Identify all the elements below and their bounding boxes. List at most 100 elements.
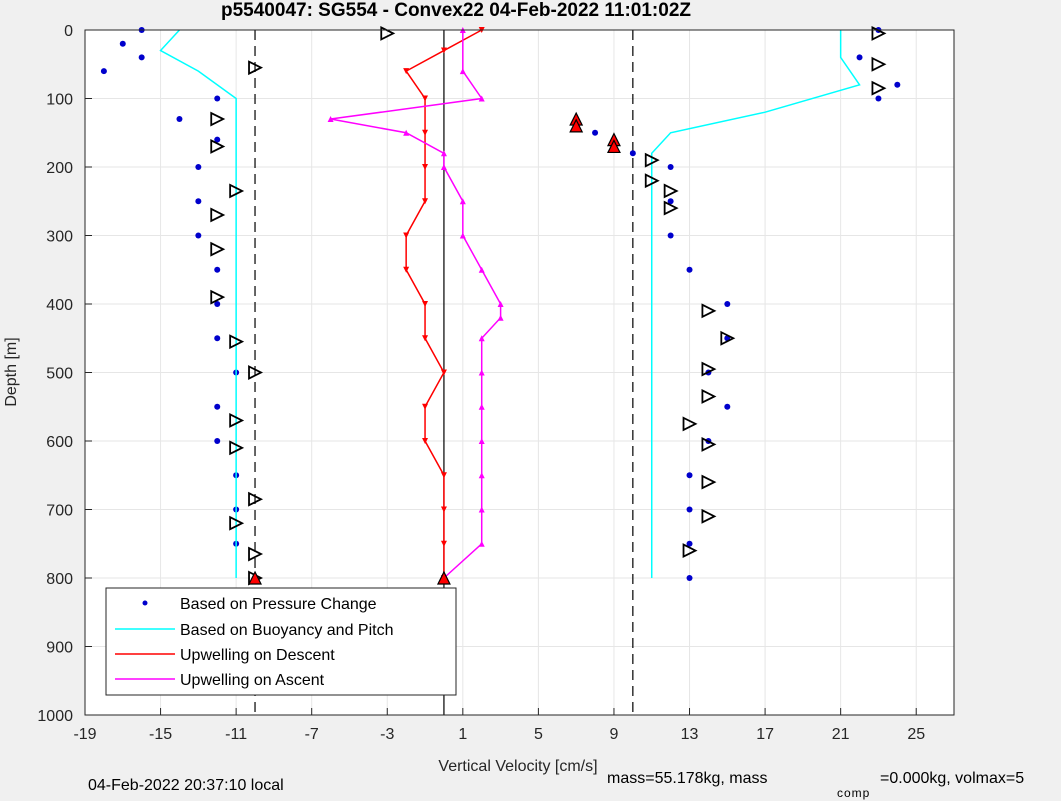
data-point-pressure <box>686 266 693 273</box>
data-point-pressure <box>138 54 145 61</box>
y-tick-label: 500 <box>46 366 73 383</box>
apogee-marker-triangle <box>248 570 262 585</box>
x-tick-label: 5 <box>534 726 543 743</box>
data-point-pressure <box>214 438 221 444</box>
y-tick-label: 900 <box>46 640 73 657</box>
data-point-triangle <box>478 335 485 342</box>
data-point-triangle <box>422 95 429 102</box>
data-point-pressure <box>214 95 221 102</box>
data-point-triangle <box>403 68 410 75</box>
data-point-triangle <box>478 540 485 547</box>
segment-marker-triangle <box>229 440 245 456</box>
x-tick-label: 21 <box>832 726 850 743</box>
data-point-triangle <box>497 314 504 321</box>
segment-marker-triangle <box>644 152 660 168</box>
segment-marker-triangle <box>720 330 736 346</box>
data-point-triangle <box>459 232 466 239</box>
data-point-pressure <box>724 301 731 307</box>
data-point-pressure <box>176 116 183 123</box>
segment-marker-triangle <box>248 60 264 76</box>
segment-marker-triangle <box>871 56 887 72</box>
axis-ticks: -19 -15 -11 -7 -3 1 5 9 13 17 21 25 0 100 200 300 400 500… <box>37 23 925 743</box>
segment-marker-triangle <box>644 173 660 189</box>
x-tick-label: -3 <box>380 726 394 743</box>
segment-marker-triangle <box>229 334 245 350</box>
data-point-triangle <box>403 266 410 273</box>
apogee-marker-triangle <box>436 570 451 585</box>
data-point-pressure <box>214 403 221 410</box>
data-point-pressure <box>195 164 202 170</box>
segment-marker-triangle <box>682 416 698 432</box>
y-axis-label: Depth [m] <box>3 337 20 406</box>
data-point-pressure <box>214 136 221 143</box>
data-point-pressure <box>667 164 674 170</box>
series-line-upwelling-on-ascent <box>330 30 502 579</box>
data-point-triangle <box>440 369 447 376</box>
segment-marker-triangle <box>210 289 226 305</box>
data-point-pressure <box>686 472 693 479</box>
data-point-pressure <box>686 506 693 513</box>
x-tick-label: -7 <box>305 726 319 743</box>
segment-marker-triangle <box>210 138 226 154</box>
data-point-triangle <box>478 266 485 273</box>
segment-marker-triangle <box>229 515 245 531</box>
y-tick-label: 600 <box>46 434 73 451</box>
data-point-triangle <box>440 472 447 479</box>
data-point-triangle <box>440 47 447 54</box>
data-point-pressure <box>667 232 674 239</box>
segment-marker-triangle <box>210 111 226 127</box>
x-tick-label: 9 <box>610 726 619 743</box>
data-point-pressure <box>214 301 221 307</box>
data-point-pressure <box>894 81 901 88</box>
y-tick-label: 300 <box>46 229 73 246</box>
series-line-based-on-buoyancy-and-pitch <box>159 29 237 578</box>
x-tick-label: 25 <box>907 726 925 743</box>
data-point-pressure <box>195 232 202 239</box>
data-point-triangle <box>422 198 429 205</box>
segment-marker-triangle <box>229 412 245 428</box>
segment-marker-triangle <box>210 207 226 223</box>
data-point-triangle <box>459 68 466 75</box>
data-point-triangle <box>422 301 429 307</box>
segment-marker-triangle <box>663 183 679 199</box>
x-tick-label: -11 <box>225 726 247 743</box>
x-tick-label: 13 <box>681 726 699 743</box>
segment-marker-triangle <box>701 361 717 377</box>
data-point-triangle <box>422 335 429 342</box>
marker-layer <box>210 25 887 586</box>
x-tick-label: 17 <box>756 726 774 743</box>
data-point-triangle <box>478 95 485 102</box>
data-point-pressure <box>119 40 126 47</box>
data-point-triangle <box>422 129 429 136</box>
y-tick-label: 100 <box>46 92 73 109</box>
y-tick-label: 0 <box>64 23 73 40</box>
data-point-pressure <box>629 150 636 157</box>
data-point-pressure <box>214 335 221 342</box>
data-point-pressure <box>195 198 202 205</box>
data-point-triangle <box>459 198 466 205</box>
apogee-marker-triangle <box>569 118 584 133</box>
y-tick-label: 800 <box>46 571 73 588</box>
data-point-pressure <box>686 575 693 581</box>
data-point-triangle <box>440 150 447 157</box>
x-tick-label: -15 <box>149 726 172 743</box>
data-point-pressure <box>875 95 882 102</box>
data-point-triangle <box>478 472 485 479</box>
legend-item-buoyancy: Based on Buoyancy and Pitch <box>180 622 393 639</box>
data-point-triangle <box>497 301 504 307</box>
data-point-pressure <box>100 68 107 75</box>
segment-marker-triangle <box>701 508 717 524</box>
segment-marker-triangle <box>248 491 264 507</box>
legend: Based on Pressure Change Based on Buoyan… <box>105 587 457 696</box>
data-point-triangle <box>478 438 485 444</box>
x-tick-label: 1 <box>458 726 467 743</box>
segment-marker-triangle <box>248 546 264 562</box>
data-point-triangle <box>440 164 447 170</box>
segment-marker-triangle <box>682 543 698 559</box>
series-line-upwelling-on-descent <box>405 29 483 578</box>
chart-title: p5540047: SG554 - Convex22 04-Feb-2022 1… <box>221 0 691 21</box>
data-point-pressure <box>667 198 674 205</box>
apogee-marker-triangle <box>606 139 621 154</box>
x-tick-label: -19 <box>73 726 96 743</box>
